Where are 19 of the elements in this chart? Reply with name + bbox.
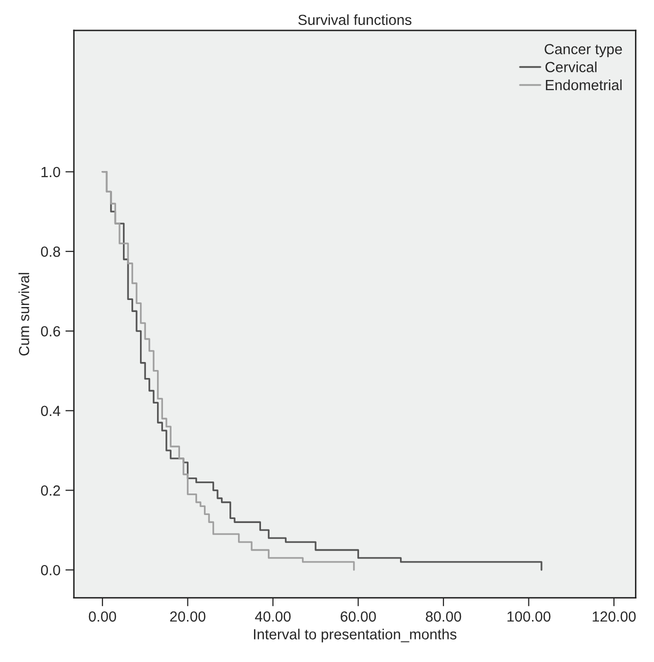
x-axis-title: Interval to presentation_months — [254, 628, 456, 642]
x-tick-label: 0.00 — [88, 611, 116, 622]
legend-title: Cancer type — [544, 44, 622, 58]
chart-title: Survival functions — [298, 14, 412, 26]
legend-label: Endometrial — [546, 80, 622, 90]
y-tick-label: 0.6 — [41, 326, 60, 336]
y-tick-label: 0.0 — [41, 565, 60, 576]
y-tick-label: 0.2 — [41, 485, 60, 496]
legend-label: Cervical — [545, 62, 596, 72]
y-axis-title: Cum survival — [18, 272, 30, 356]
x-tick-label: 120.00 — [592, 611, 636, 622]
x-tick-label: 100.00 — [508, 611, 550, 622]
x-tick-label: 40.00 — [255, 611, 291, 622]
y-tick-label: 0.4 — [41, 406, 60, 416]
x-tick-label: 80.00 — [426, 611, 462, 622]
y-tick-label: 1.0 — [42, 166, 60, 178]
x-tick-label: 20.00 — [170, 611, 206, 622]
x-tick-label: 60.00 — [340, 611, 376, 622]
y-tick-label: 0.8 — [41, 246, 60, 257]
